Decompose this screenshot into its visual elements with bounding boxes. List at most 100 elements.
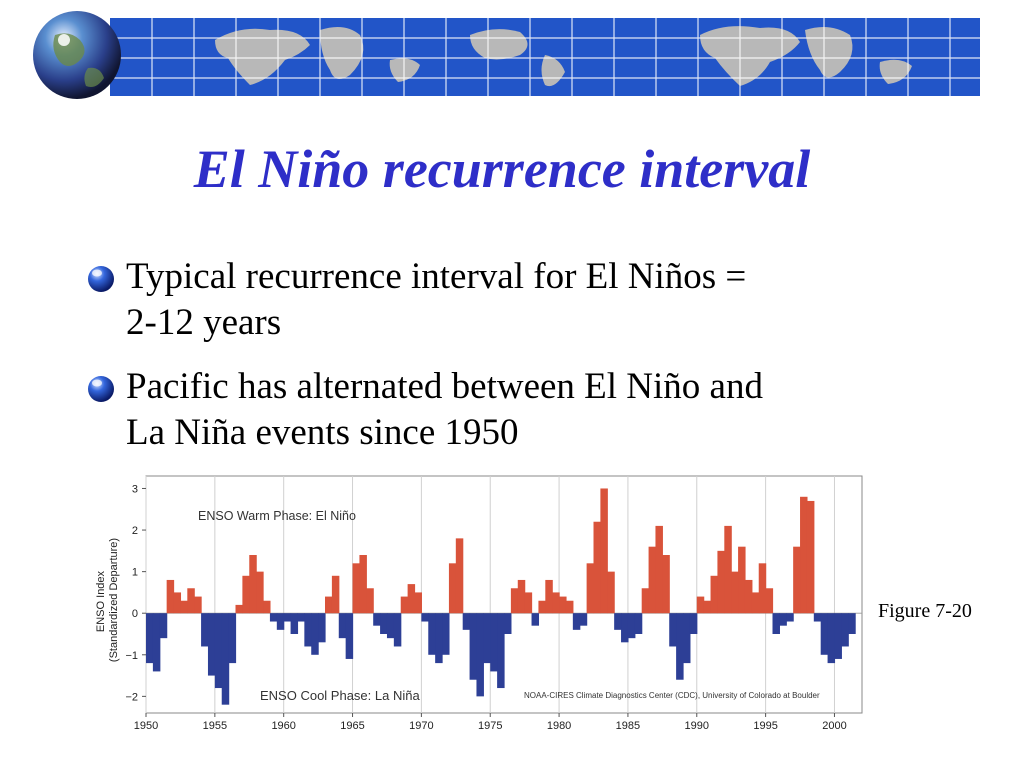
- cool-bar: [269, 613, 278, 622]
- warm-bar: [331, 575, 340, 614]
- warm-bar: [187, 588, 195, 614]
- cool-bar: [579, 613, 588, 626]
- warm-bar: [249, 555, 257, 614]
- x-tick-label: 1980: [547, 720, 571, 732]
- blue-sphere-bullet-icon: [88, 266, 114, 292]
- cool-bar: [683, 613, 691, 664]
- y-tick-label: −2: [125, 691, 138, 703]
- cool-bar: [621, 613, 629, 643]
- warm-bar: [648, 546, 657, 614]
- warm-bar: [806, 500, 815, 614]
- warm-bar: [758, 563, 767, 614]
- cool-bar: [476, 613, 484, 697]
- cool-bar: [373, 613, 381, 626]
- y-tick-label: −1: [125, 650, 138, 662]
- cool-bar: [779, 613, 787, 626]
- warm-bar: [400, 596, 409, 614]
- enso-index-chart: 1950 1955 1960 1965 1970 1975 1980 1985 1990 1995…: [95, 475, 863, 732]
- cool-bar: [318, 613, 326, 643]
- warm-bar: [538, 600, 546, 614]
- cool-bar: [393, 613, 402, 647]
- cool-phase-annotation: ENSO Cool Phase: La Niña: [260, 688, 420, 703]
- cool-bar: [786, 613, 794, 622]
- cool-bar: [380, 613, 388, 634]
- warm-bar: [359, 555, 367, 614]
- data-source-annotation: NOAA-CIRES Climate Diagnostics Center (C…: [524, 691, 820, 700]
- warm-bar: [510, 588, 519, 614]
- warm-bar: [180, 600, 188, 614]
- cool-bar: [228, 613, 237, 664]
- warm-bar: [765, 588, 774, 614]
- warm-bar: [352, 563, 361, 614]
- cool-bar: [490, 613, 498, 672]
- warm-bar: [407, 584, 416, 614]
- warm-bar: [744, 579, 753, 614]
- cool-bar: [841, 613, 849, 647]
- cool-bar: [428, 613, 436, 655]
- y-tick-label: 0: [132, 608, 138, 620]
- warm-bar: [641, 588, 650, 614]
- y-axis-label-line-2: (Standardized Departure): [108, 538, 120, 662]
- warm-bar: [751, 592, 760, 614]
- cool-bar: [634, 613, 643, 634]
- cool-bar: [820, 613, 829, 655]
- cool-bar: [504, 613, 512, 634]
- cool-bar: [669, 613, 677, 647]
- y-tick-label: 3: [132, 483, 138, 495]
- warm-bar: [524, 592, 533, 614]
- world-map-land: [215, 26, 912, 87]
- warm-bar: [593, 521, 601, 614]
- bullet-text: Typical recurrence interval for El Niños…: [126, 254, 946, 346]
- y-tick-label: 2: [132, 525, 138, 537]
- warm-bar: [366, 588, 374, 614]
- cool-bar: [297, 613, 305, 622]
- warm-bar: [448, 563, 457, 614]
- cool-bar: [572, 613, 581, 630]
- cool-bar: [152, 613, 161, 672]
- warm-bar: [717, 550, 725, 614]
- warm-bar: [325, 596, 333, 614]
- x-tick-label: 1960: [271, 720, 295, 732]
- cool-bar: [848, 613, 856, 634]
- warm-phase-annotation: ENSO Warm Phase: El Niño: [198, 509, 356, 523]
- cool-bar: [531, 613, 540, 626]
- cool-bar: [311, 613, 319, 655]
- warm-bar: [724, 525, 732, 614]
- cool-bar: [214, 613, 223, 689]
- cool-bar: [483, 613, 491, 664]
- x-tick-label: 1950: [134, 720, 158, 732]
- cool-bar: [207, 613, 216, 676]
- bars-group: [146, 488, 856, 705]
- warm-bar: [800, 496, 808, 614]
- y-axis-label-line-1: ENSO Index: [95, 570, 107, 632]
- warm-bar: [655, 525, 663, 614]
- x-tick-label: 1965: [340, 720, 364, 732]
- cool-bar: [469, 613, 478, 680]
- warm-bar: [242, 575, 250, 614]
- cool-bar: [435, 613, 443, 664]
- warm-bar: [263, 600, 271, 614]
- cool-bar: [386, 613, 395, 639]
- warm-bar: [703, 600, 712, 614]
- blue-sphere-bullet-icon: [88, 376, 114, 402]
- y-axis-label: ENSO Index (Standardized Departure): [95, 538, 120, 662]
- warm-bar: [600, 488, 608, 614]
- cool-bar: [627, 613, 636, 639]
- warm-bar: [545, 579, 553, 614]
- warm-bar: [455, 538, 464, 614]
- cool-bar: [159, 613, 168, 639]
- warm-bar: [552, 592, 560, 614]
- warm-bar: [710, 575, 719, 614]
- cool-bar: [146, 613, 154, 664]
- cool-bar: [676, 613, 684, 680]
- cool-bar: [813, 613, 822, 622]
- x-tick-label: 1990: [685, 720, 709, 732]
- warm-bar: [565, 600, 574, 614]
- cool-bar: [689, 613, 698, 634]
- bullet-line: La Niña events since 1950: [126, 412, 519, 453]
- warm-bar: [256, 571, 264, 614]
- x-tick-label: 1985: [616, 720, 640, 732]
- slide-title: El Niño recurrence interval: [193, 139, 811, 199]
- bullet-line: Pacific has alternated between El Niño a…: [126, 366, 763, 407]
- cool-bar: [283, 613, 292, 622]
